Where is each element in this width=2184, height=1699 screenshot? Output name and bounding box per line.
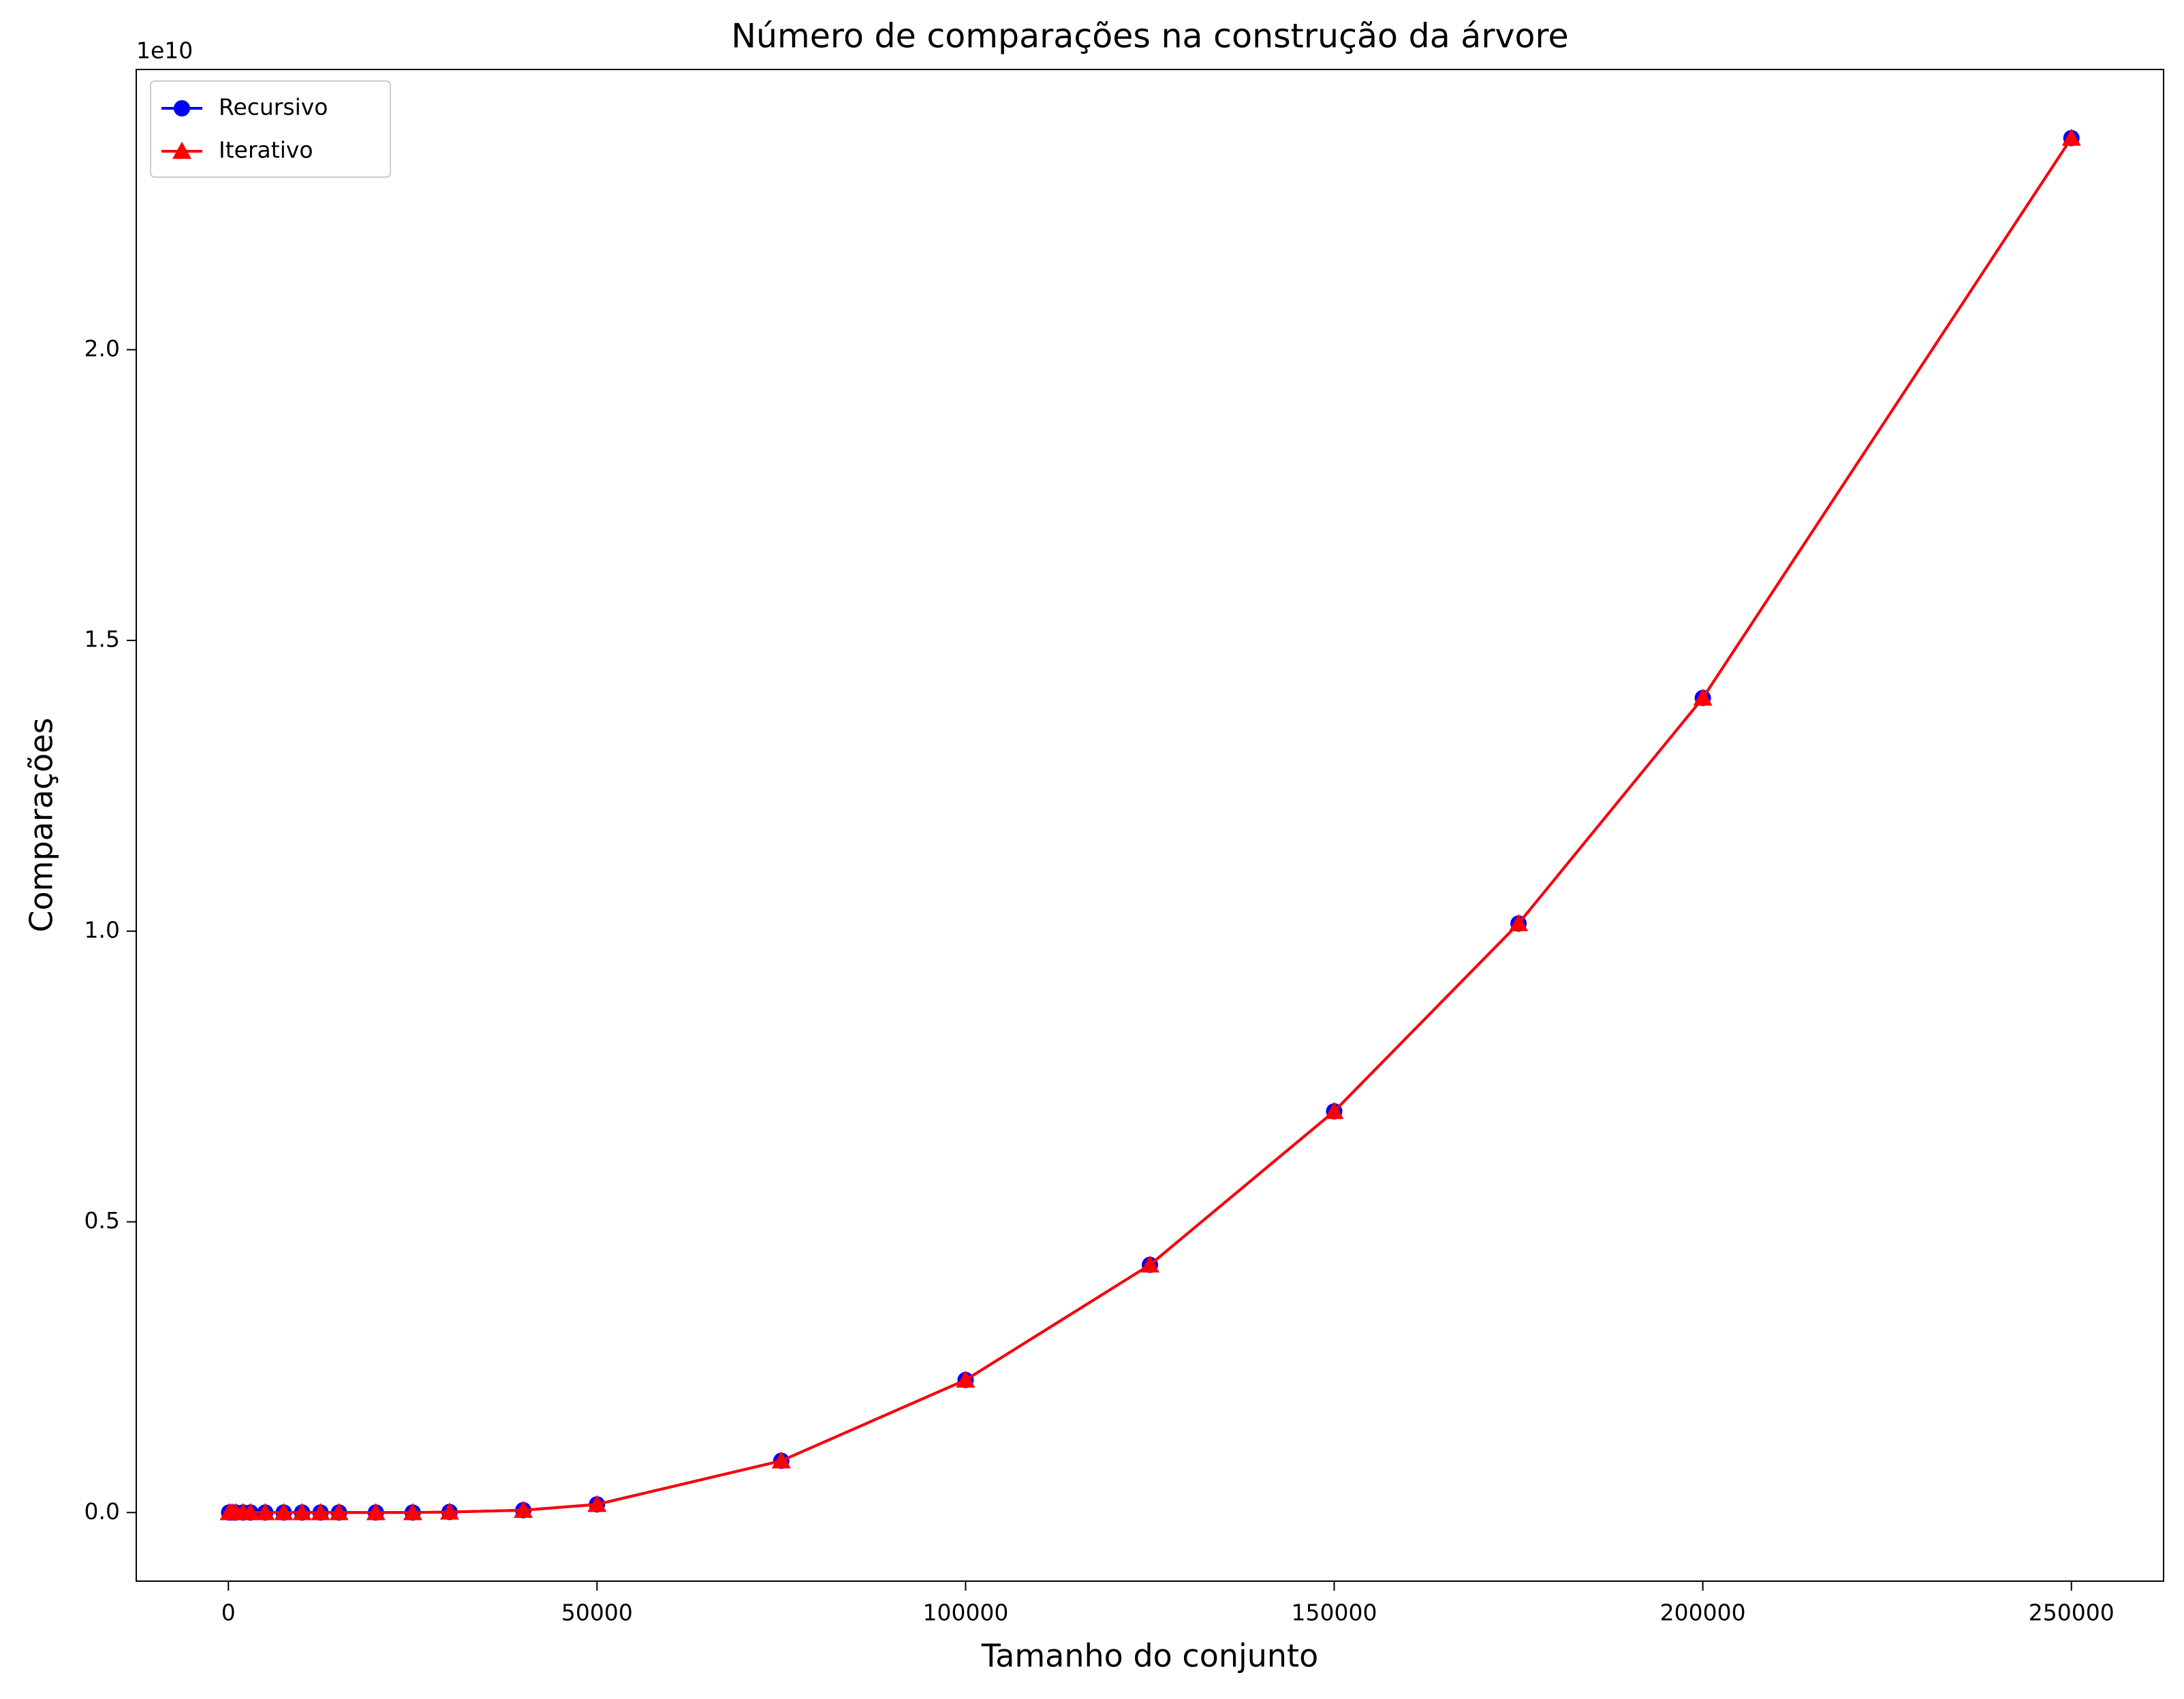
y-offset-label: 1e10 [136,37,193,64]
marker [240,1503,260,1521]
x-tick-label: 150000 [1292,1600,1377,1626]
marker [172,142,191,159]
marker [956,1370,976,1388]
series-line [229,137,2073,1514]
y-tick-label: 0.0 [84,1498,120,1525]
x-tick-label: 50000 [561,1600,633,1626]
y-tick-label: 2.0 [84,335,120,362]
marker [329,1503,349,1521]
marker [311,1503,330,1521]
marker [1509,914,1529,931]
marker [255,1503,275,1521]
marker [514,1500,533,1518]
legend-label: Iterativo [219,137,313,163]
legend-box [150,80,391,178]
marker [2061,128,2081,146]
x-tick-label: 0 [221,1600,236,1626]
marker [292,1503,312,1521]
marker [587,1495,607,1512]
series-line [229,137,2073,1514]
x-tick-label: 250000 [2029,1600,2115,1626]
marker [403,1503,422,1521]
y-tick-label: 1.0 [84,916,120,943]
plot-frame [136,69,2164,1582]
chart-title: Número de comparações na construção da á… [731,17,1568,56]
marker [366,1503,386,1521]
marker [274,1503,294,1521]
marker [771,1451,791,1469]
legend-label: Recursivo [219,94,328,121]
marker [1693,688,1713,706]
x-tick-label: 200000 [1660,1600,1746,1626]
marker [1140,1255,1159,1273]
marker [439,1502,459,1520]
y-tick-label: 1.5 [84,626,120,653]
marker [174,100,190,116]
marker [1324,1102,1344,1119]
y-tick-label: 0.5 [84,1207,120,1234]
x-tick-label: 100000 [922,1600,1008,1626]
y-axis-label: Comparações [23,717,60,932]
x-axis-label: Tamanho do conjunto [981,1638,1319,1674]
